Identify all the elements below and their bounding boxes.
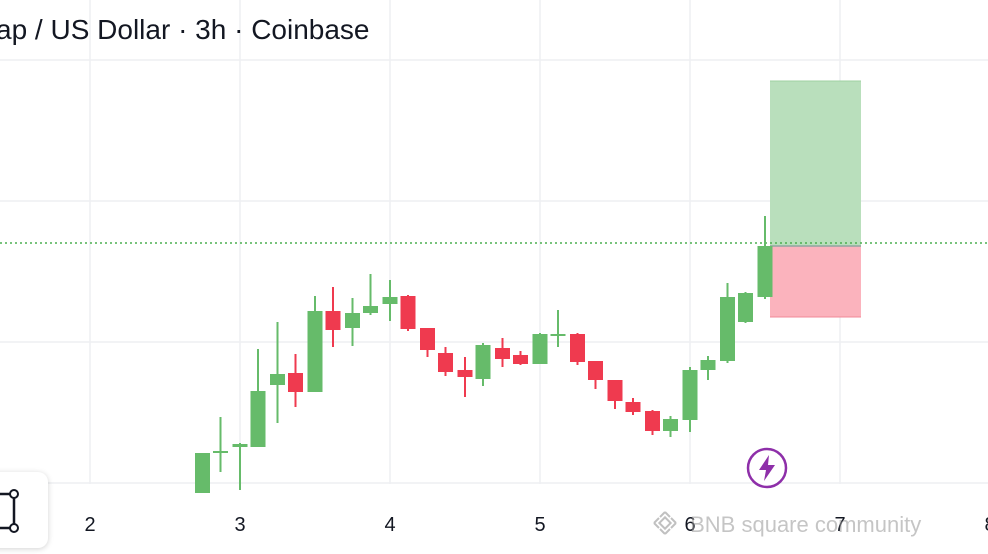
candle-body [550,334,566,336]
target-zone[interactable] [770,81,861,246]
candle-body [700,360,716,370]
candle [513,351,528,365]
candle [195,453,210,493]
candle [420,328,435,357]
candle [625,398,641,415]
candle [438,347,453,376]
candle [607,380,623,409]
candle [457,357,473,397]
candle [232,443,248,490]
candle-body [475,345,491,379]
candle-body [195,453,210,493]
candle-body [382,297,398,304]
candle [720,283,735,363]
candle [270,322,285,423]
candle [382,280,398,321]
watermark-text: BNB square community [690,512,922,537]
candle [400,295,416,331]
candle-body [532,334,548,364]
candle [250,349,266,447]
binance-logo-icon [653,511,677,535]
long-position-tool[interactable] [0,80,988,318]
candle-body [663,419,678,431]
candle-body [345,313,360,328]
candle [700,356,716,380]
candle [645,410,660,435]
candle-body [438,353,453,372]
candle-body [607,380,623,401]
candle-body [457,370,473,377]
candle-body [645,411,660,431]
draw-rectangle-icon [0,489,19,533]
watermark: BNB square community [652,510,921,538]
candle-body [495,348,510,359]
candlestick-series [195,216,773,493]
x-tick-label: 5 [534,514,545,536]
candle [495,338,510,367]
candle-body [570,334,585,362]
candle [213,417,228,472]
candle [663,416,678,437]
candle-body [513,355,528,364]
x-tick-label: 2 [84,514,95,536]
candle [288,354,303,407]
x-tick-label: 6 [684,514,695,536]
candle-body [307,311,323,392]
candle [363,274,378,315]
candle-body [213,451,228,453]
candle-body [288,373,303,392]
candle [307,296,323,392]
candle-body [270,374,285,385]
x-tick-label: 4 [384,514,395,536]
candle [738,292,753,323]
candle [682,367,698,432]
lightning-bolt-icon[interactable] [746,447,788,489]
candle-body [720,297,735,361]
candle-body [588,361,603,380]
candle-body [232,444,248,447]
candle-body [757,246,773,297]
stop-zone[interactable] [770,246,861,317]
candle [570,333,585,365]
candle [475,343,491,386]
draw-rectangle-button[interactable] [0,472,48,548]
x-tick-label: 3 [234,514,245,536]
candle-body [363,306,378,313]
candle-body [420,328,435,350]
candle-body [682,370,698,420]
candle-body [625,402,641,412]
candle-body [250,391,266,447]
candle [345,298,360,346]
chart-title: ap / US Dollar · 3h · Coinbase [0,14,370,45]
x-axis: 2 3 4 5 6 7 8 [84,514,988,536]
candle [757,216,773,299]
candle-body [325,311,341,330]
candle [325,287,341,347]
candle-body [400,296,416,329]
x-tick-label: 7 [834,514,845,536]
candle [532,333,548,364]
x-tick-label: 8 [984,514,988,536]
candle [550,310,566,347]
candle [588,361,603,389]
candle-body [738,293,753,322]
